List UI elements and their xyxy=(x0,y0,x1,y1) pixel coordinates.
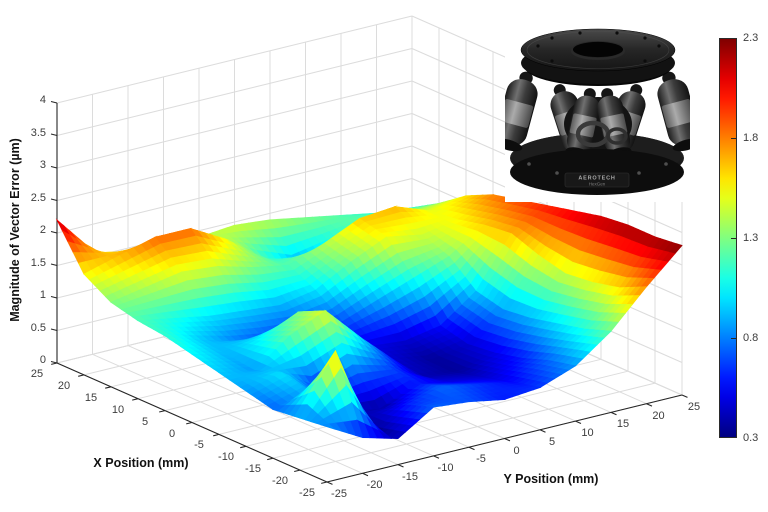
x-tick-label: 10 xyxy=(111,403,125,416)
hexapod-legs xyxy=(505,71,690,159)
hexapod-model-text: HexGen xyxy=(589,182,606,187)
z-tick-label: 0 xyxy=(39,354,46,366)
colorbar-tick-mark xyxy=(731,238,736,239)
z-tick-label: 1.5 xyxy=(30,256,46,269)
colorbar-tick-mark xyxy=(731,338,736,339)
x-tick-label: 20 xyxy=(57,379,71,392)
colorbar-tick-label: 0.8 xyxy=(743,332,759,344)
colorbar-tick-mark xyxy=(731,138,736,139)
x-tick-label: -15 xyxy=(245,463,261,476)
hexapod-top-platform xyxy=(520,28,676,86)
y-tick-label: 5 xyxy=(548,435,556,448)
z-tick-label: 4 xyxy=(39,94,46,106)
z-tick-label: 3.5 xyxy=(30,126,46,139)
x-tick-label: -10 xyxy=(218,451,234,464)
y-axis-label: Y Position (mm) xyxy=(503,472,599,486)
y-tick-label: -15 xyxy=(402,470,418,483)
z-tick-label: 2 xyxy=(39,224,46,236)
hexapod-brand-text: AEROTECH xyxy=(578,176,615,182)
hexapod-label-plate xyxy=(564,172,630,188)
y-tick-label: -20 xyxy=(366,479,383,492)
y-tick-label: 0 xyxy=(513,444,520,457)
x-axis-label: X Position (mm) xyxy=(93,456,189,470)
y-tick-label: 15 xyxy=(616,418,630,431)
z-tick-label: 3 xyxy=(39,159,46,171)
x-tick-label: -20 xyxy=(272,475,288,488)
z-tick-label: 2.5 xyxy=(30,191,46,204)
hexapod-center-hole xyxy=(573,41,623,58)
x-tick-label: 15 xyxy=(84,391,98,404)
colorbar-tick-label: 0.3 xyxy=(743,432,759,444)
x-tick-label: 0 xyxy=(168,427,176,440)
hexapod-clamp-ring-small xyxy=(606,127,628,145)
y-tick-label: 10 xyxy=(581,427,594,440)
z-axis-label: Magnitude of Vector Error (µm) xyxy=(8,138,22,322)
hexapod-inset-photo: AEROTECH HexGen xyxy=(505,6,690,202)
x-tick-label: 25 xyxy=(30,368,44,380)
y-tick-label: -5 xyxy=(476,453,486,466)
z-tick-label: 0.5 xyxy=(30,321,46,334)
colorbar-tick-label: 2.3 xyxy=(743,32,759,44)
x-tick-label: -25 xyxy=(299,487,315,499)
x-tick-label: 5 xyxy=(141,415,149,428)
y-tick-label: -10 xyxy=(437,461,454,474)
y-tick-label: 20 xyxy=(652,409,665,422)
y-tick-label: 25 xyxy=(687,401,701,413)
colorbar-tick-label: 1.3 xyxy=(743,232,759,244)
colorbar-tick-label: 1.8 xyxy=(743,132,759,144)
z-tick-label: 1 xyxy=(39,289,46,301)
y-tick-label: -25 xyxy=(331,488,347,500)
x-tick-label: -5 xyxy=(194,439,204,452)
hexapod-base-front: AEROTECH HexGen xyxy=(510,149,684,195)
